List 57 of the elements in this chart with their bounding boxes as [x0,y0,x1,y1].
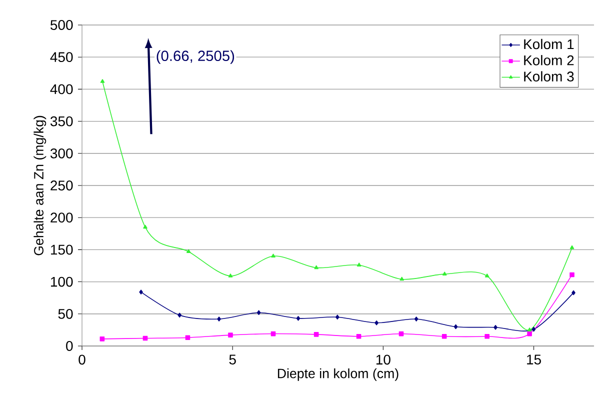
point [398,331,404,336]
point [271,254,276,258]
y-tick-label: 0 [66,341,73,351]
annotation: (0.66, 2505) [156,50,234,64]
x-tick-label: 0 [78,354,86,365]
point [336,314,340,320]
point [143,224,148,229]
point [296,316,300,321]
y-tick-label: 350 [50,116,73,126]
point [570,272,574,278]
point [228,274,233,278]
y-tick-label: 500 [50,20,73,30]
x-tick-label: 10 [376,354,390,365]
point [570,245,574,250]
point [314,332,319,337]
point [414,316,418,322]
legend-label: Kolom 1 [524,38,574,50]
legend-label: Kolom 2 [524,55,574,66]
legend-label: Kolom 3 [524,71,574,82]
point [270,331,276,336]
y-tick-label: 250 [50,180,73,190]
point [442,272,447,276]
point [217,316,221,322]
point [356,262,362,266]
point [484,274,490,278]
y-tick-label: 300 [50,148,73,158]
point [494,324,498,330]
point [527,328,532,332]
y-tick-label: 400 [50,84,73,94]
point [178,312,182,318]
point [139,290,143,294]
point [532,326,536,332]
point [256,310,261,315]
y-tick-label: 50 [58,308,73,319]
x-tick-label: 5 [229,354,236,364]
point [185,335,190,340]
point [400,276,404,281]
x-tick-label: 15 [527,354,541,364]
y-tick-label: 150 [51,244,73,255]
point [454,324,458,330]
y-tick-label: 450 [50,52,73,62]
y-tick-label: 100 [51,276,73,287]
point [228,332,233,338]
point [314,265,318,270]
point [186,249,191,254]
point [100,336,105,342]
point [356,334,362,339]
point [142,336,148,341]
point [100,79,105,83]
y-axis-title: Gehalte aan Zn (mg/kg) [34,116,46,256]
point [374,320,378,326]
point [484,334,490,339]
point [442,334,447,339]
point [527,331,532,336]
point [572,290,576,296]
y-tick-label: 200 [50,212,73,223]
x-axis-title: Diepte in kolom (cm) [278,368,398,381]
